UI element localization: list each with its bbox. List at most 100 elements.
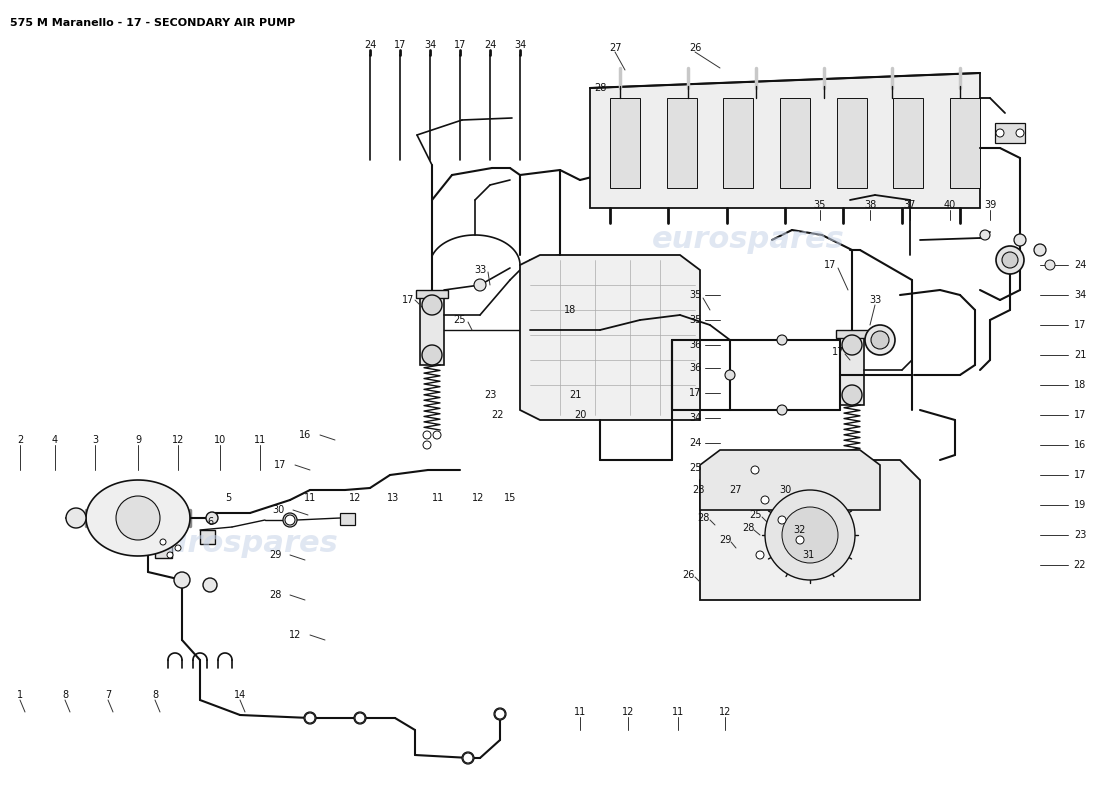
- Circle shape: [66, 508, 86, 528]
- Circle shape: [160, 539, 166, 545]
- Text: 6: 6: [207, 517, 213, 527]
- Text: 35: 35: [689, 315, 701, 325]
- Polygon shape: [893, 98, 923, 188]
- Circle shape: [1016, 129, 1024, 137]
- Circle shape: [495, 709, 505, 719]
- Text: 30: 30: [272, 505, 284, 515]
- Text: 28: 28: [268, 590, 282, 600]
- Text: 11: 11: [432, 493, 444, 503]
- Text: 17: 17: [454, 40, 466, 50]
- Text: 17: 17: [832, 347, 844, 357]
- Text: 29: 29: [268, 550, 282, 560]
- Text: 35: 35: [689, 290, 701, 300]
- Text: 11: 11: [672, 707, 684, 717]
- Circle shape: [761, 496, 769, 504]
- Circle shape: [355, 713, 365, 723]
- Text: 21: 21: [569, 390, 581, 400]
- Text: 27: 27: [728, 485, 741, 495]
- Polygon shape: [590, 73, 980, 208]
- Text: 12: 12: [172, 435, 184, 445]
- Circle shape: [204, 578, 217, 592]
- Circle shape: [756, 551, 764, 559]
- Polygon shape: [840, 335, 864, 405]
- Text: 12: 12: [289, 630, 301, 640]
- Polygon shape: [724, 98, 754, 188]
- Text: 24: 24: [484, 40, 496, 50]
- Text: 28: 28: [696, 513, 710, 523]
- Text: 23: 23: [484, 390, 496, 400]
- Text: 13: 13: [387, 493, 399, 503]
- Circle shape: [777, 405, 786, 415]
- Text: 14: 14: [234, 690, 246, 700]
- Circle shape: [778, 516, 786, 524]
- Circle shape: [865, 325, 895, 355]
- Polygon shape: [610, 98, 640, 188]
- Circle shape: [725, 370, 735, 380]
- Text: 12: 12: [349, 493, 361, 503]
- Text: 27: 27: [608, 43, 622, 53]
- Text: 16: 16: [299, 430, 311, 440]
- Text: 38: 38: [864, 200, 876, 210]
- Text: 26: 26: [689, 43, 701, 53]
- Text: 15: 15: [504, 493, 516, 503]
- Text: 35: 35: [814, 200, 826, 210]
- Text: 31: 31: [802, 550, 814, 560]
- Circle shape: [206, 512, 218, 524]
- Circle shape: [116, 496, 160, 540]
- Circle shape: [462, 752, 474, 764]
- Text: 34: 34: [514, 40, 526, 50]
- Polygon shape: [837, 98, 867, 188]
- Circle shape: [433, 431, 441, 439]
- Text: 19: 19: [1074, 500, 1086, 510]
- Text: 33: 33: [869, 295, 881, 305]
- Circle shape: [764, 490, 855, 580]
- Polygon shape: [836, 330, 868, 338]
- Circle shape: [304, 712, 316, 724]
- Circle shape: [980, 230, 990, 240]
- Circle shape: [167, 552, 173, 558]
- Text: 17: 17: [402, 295, 415, 305]
- Text: 25: 25: [749, 510, 761, 520]
- Circle shape: [285, 515, 295, 525]
- Polygon shape: [780, 98, 810, 188]
- Circle shape: [871, 331, 889, 349]
- Circle shape: [422, 345, 442, 365]
- Text: 11: 11: [574, 707, 586, 717]
- Text: 575 M Maranello - 17 - SECONDARY AIR PUMP: 575 M Maranello - 17 - SECONDARY AIR PUM…: [10, 18, 295, 28]
- Text: 28: 28: [692, 485, 704, 495]
- Text: 8: 8: [152, 690, 158, 700]
- Text: 10: 10: [213, 435, 227, 445]
- Text: eurospares: eurospares: [145, 530, 339, 558]
- Polygon shape: [155, 545, 172, 558]
- Text: 17: 17: [394, 40, 406, 50]
- Text: 1: 1: [16, 690, 23, 700]
- Text: 17: 17: [1074, 470, 1086, 480]
- Circle shape: [842, 385, 862, 405]
- Text: 22: 22: [492, 410, 504, 420]
- Text: 28: 28: [741, 523, 755, 533]
- Text: 28: 28: [594, 83, 606, 93]
- Text: 11: 11: [304, 493, 316, 503]
- Text: 24: 24: [689, 438, 701, 448]
- Text: 32: 32: [794, 525, 806, 535]
- Circle shape: [175, 545, 182, 551]
- Polygon shape: [86, 480, 190, 556]
- Text: 8: 8: [62, 690, 68, 700]
- Circle shape: [782, 507, 838, 563]
- Text: 20: 20: [574, 410, 586, 420]
- Text: 12: 12: [718, 707, 732, 717]
- Text: 33: 33: [474, 265, 486, 275]
- Circle shape: [996, 246, 1024, 274]
- Text: 25: 25: [453, 315, 466, 325]
- Text: 40: 40: [944, 200, 956, 210]
- Text: 18: 18: [564, 305, 576, 315]
- Polygon shape: [340, 513, 355, 525]
- Polygon shape: [950, 98, 980, 188]
- Text: 11: 11: [254, 435, 266, 445]
- Text: 17: 17: [1074, 320, 1086, 330]
- Text: 17: 17: [689, 388, 701, 398]
- Text: 22: 22: [1074, 560, 1087, 570]
- Circle shape: [463, 753, 473, 763]
- Circle shape: [354, 712, 366, 724]
- Polygon shape: [416, 290, 448, 298]
